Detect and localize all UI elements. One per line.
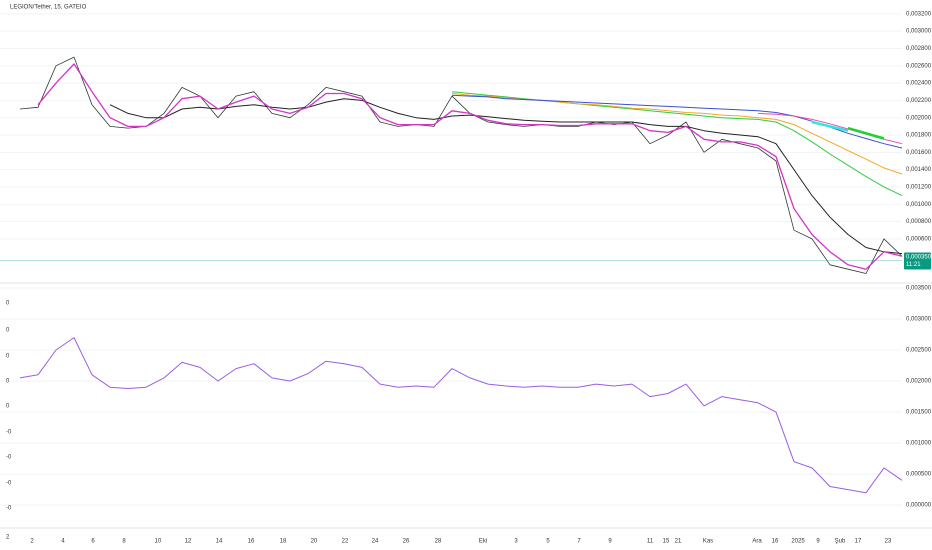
y-tick-label: 0,003000: [906, 317, 932, 323]
price-line: [19, 337, 903, 494]
x-tick-label: Şub: [835, 539, 846, 545]
x-tick-label: 22: [342, 539, 349, 545]
x-tick-label: 23: [885, 539, 892, 545]
y-tick-label: 0,003200: [906, 11, 932, 17]
x-tick-label: 8: [122, 539, 126, 545]
price-line: [847, 126, 885, 140]
y-tick-label: 0,001500: [906, 410, 932, 416]
price-badge: [904, 252, 931, 270]
left-axis-label: 0: [6, 379, 10, 385]
x-tick-label: 9: [608, 539, 612, 545]
y-tick-label: 0,001200: [906, 185, 932, 191]
y-tick-label: 0,002000: [906, 115, 932, 121]
y-tick-label: 0,003000: [906, 29, 932, 35]
x-tick-label: 5: [546, 539, 550, 545]
x-tick-label: 4: [61, 539, 65, 545]
x-tick-label: 12: [185, 539, 192, 545]
left-axis-label: 0: [6, 301, 10, 307]
x-tick-label: 11: [647, 539, 654, 545]
x-tick-label: 26: [403, 539, 410, 545]
x-tick-label: Ara: [752, 539, 762, 545]
y-tick-label: 0,002000: [906, 379, 932, 385]
y-tick-label: 0,000800: [906, 219, 932, 225]
x-tick-label: 6: [91, 539, 95, 545]
x-tick-label: 17: [855, 539, 862, 545]
y-tick-label: 0,003500: [906, 286, 932, 292]
x-tick-label: 15: [663, 539, 670, 545]
x-tick-label: Kas: [703, 539, 713, 545]
x-tick-label: 10: [155, 539, 162, 545]
x-tick-label: 24: [372, 539, 379, 545]
y-tick-label: 0,001800: [906, 133, 932, 139]
y-tick-label: 0,000000: [906, 503, 932, 509]
left-axis-label: 0: [6, 354, 10, 360]
left-axis-label: -0: [6, 506, 12, 512]
price-line: [451, 91, 903, 197]
x-tick-label: 2025: [791, 539, 805, 545]
y-tick-label: 0,000600: [906, 236, 932, 242]
x-tick-label: 18: [280, 539, 287, 545]
y-tick-label: 0,002200: [906, 98, 932, 104]
y-tick-label: 0,001000: [906, 441, 932, 447]
x-tick-label: Eki: [479, 539, 487, 545]
price-badge-value: 0,000350: [906, 255, 932, 261]
y-tick-label: 0,002400: [906, 81, 932, 87]
left-axis-label: -0: [6, 481, 12, 487]
y-tick-label: 0,001000: [906, 202, 932, 208]
y-tick-label: 0,002600: [906, 63, 932, 69]
x-tick-label: 16: [772, 539, 779, 545]
y-tick-label: 0,001600: [906, 150, 932, 156]
x-tick-label: 16: [248, 539, 255, 545]
y-tick-label: 0,002800: [906, 46, 932, 52]
price-line: [19, 56, 903, 274]
y-tick-label: 0,001400: [906, 167, 932, 173]
x-tick-label: 28: [435, 539, 442, 545]
price-badge-time: 11:21: [906, 262, 921, 268]
left-axis-label: 0: [6, 404, 10, 410]
price-line: [109, 98, 903, 255]
x-tick-label: 7: [577, 539, 581, 545]
y-tick-label: 0,000500: [906, 472, 932, 478]
x-tick-label: 2: [30, 539, 34, 545]
chart-title: LEGION/Tether, 15, GATEIO: [10, 5, 87, 11]
y-tick-label: 0,002500: [906, 348, 932, 354]
x-tick-label: 20: [311, 539, 318, 545]
x-tick-label: 14: [216, 539, 223, 545]
price-line: [37, 63, 903, 270]
left-axis-label: -0: [6, 455, 12, 461]
left-axis-label: 2: [6, 535, 10, 541]
left-axis-label: 0: [6, 328, 10, 334]
left-axis-label: -0: [6, 430, 12, 436]
x-tick-label: 3: [514, 539, 518, 545]
price-line: [811, 120, 849, 132]
x-tick-label: 9: [816, 539, 820, 545]
x-tick-label: 21: [675, 539, 682, 545]
